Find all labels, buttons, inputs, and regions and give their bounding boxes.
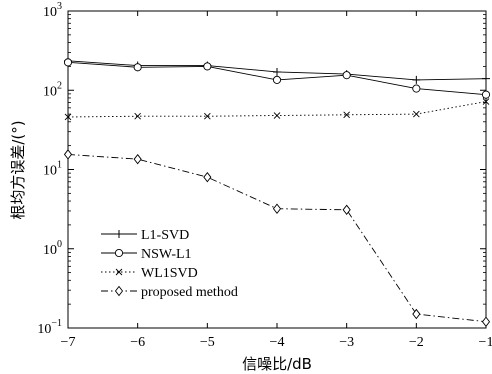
data-point-diamond (342, 204, 351, 216)
x-tick-label: −1 (479, 335, 492, 350)
data-point-diamond (133, 153, 142, 165)
x-tick-label: −3 (339, 335, 354, 350)
series-line (67, 153, 487, 323)
data-point-circle (63, 58, 73, 67)
series-line (67, 101, 487, 118)
x-tick-label: −2 (409, 335, 424, 350)
data-point-circle (342, 71, 351, 80)
x-axis-label: 信噪比/dB (242, 355, 312, 373)
y-tick-label: 102 (43, 80, 62, 99)
data-point-x (482, 98, 490, 105)
legend-entry: NSW-L1 (101, 247, 192, 262)
data-point-x (134, 112, 141, 120)
legend-marker-circle (114, 248, 124, 258)
data-point-x (413, 110, 420, 118)
x-tick-label: −7 (61, 335, 76, 350)
data-point-diamond (272, 203, 282, 214)
legend-marker-plus (115, 230, 123, 238)
data-point-circle (203, 62, 212, 71)
data-point-x (343, 111, 350, 119)
data-point-diamond (412, 308, 421, 320)
y-tick-label: 103 (43, 1, 62, 20)
data-point-diamond (481, 316, 491, 327)
x-tick-label: −4 (270, 335, 285, 350)
data-point-diamond (203, 171, 212, 183)
data-point-plus (482, 74, 490, 83)
data-point-plus (412, 75, 421, 84)
data-point-circle (133, 63, 142, 72)
legend-marker-diamond (114, 285, 124, 297)
y-tick-label: 100 (43, 239, 62, 258)
data-point-diamond (63, 149, 73, 160)
legend-label: proposed method (141, 285, 238, 300)
series-3 (63, 149, 491, 327)
legend-entry: WL1SVD (101, 266, 198, 281)
legend-label: WL1SVD (141, 266, 198, 281)
y-tick-label: 10−1 (37, 318, 62, 337)
data-point-x (204, 112, 211, 120)
data-point-plus (273, 67, 281, 76)
legend-entry: proposed method (101, 285, 238, 300)
legend-marker-x (115, 268, 123, 276)
data-point-x (64, 113, 72, 121)
data-point-circle (481, 90, 491, 99)
legend-entry: L1-SVD (101, 228, 189, 243)
y-tick-label: 101 (43, 160, 62, 179)
data-point-circle (412, 84, 421, 93)
series-2 (64, 98, 490, 121)
y-axis-label: 根均方误差/(°) (9, 120, 27, 219)
plot-frame (67, 10, 487, 329)
x-tick-label: −6 (130, 335, 145, 350)
legend-label: NSW-L1 (141, 247, 192, 262)
data-point-circle (272, 75, 282, 84)
data-point-x (273, 112, 281, 119)
x-tick-label: −5 (200, 335, 215, 350)
legend-label: L1-SVD (141, 228, 189, 243)
series-1 (63, 58, 491, 99)
